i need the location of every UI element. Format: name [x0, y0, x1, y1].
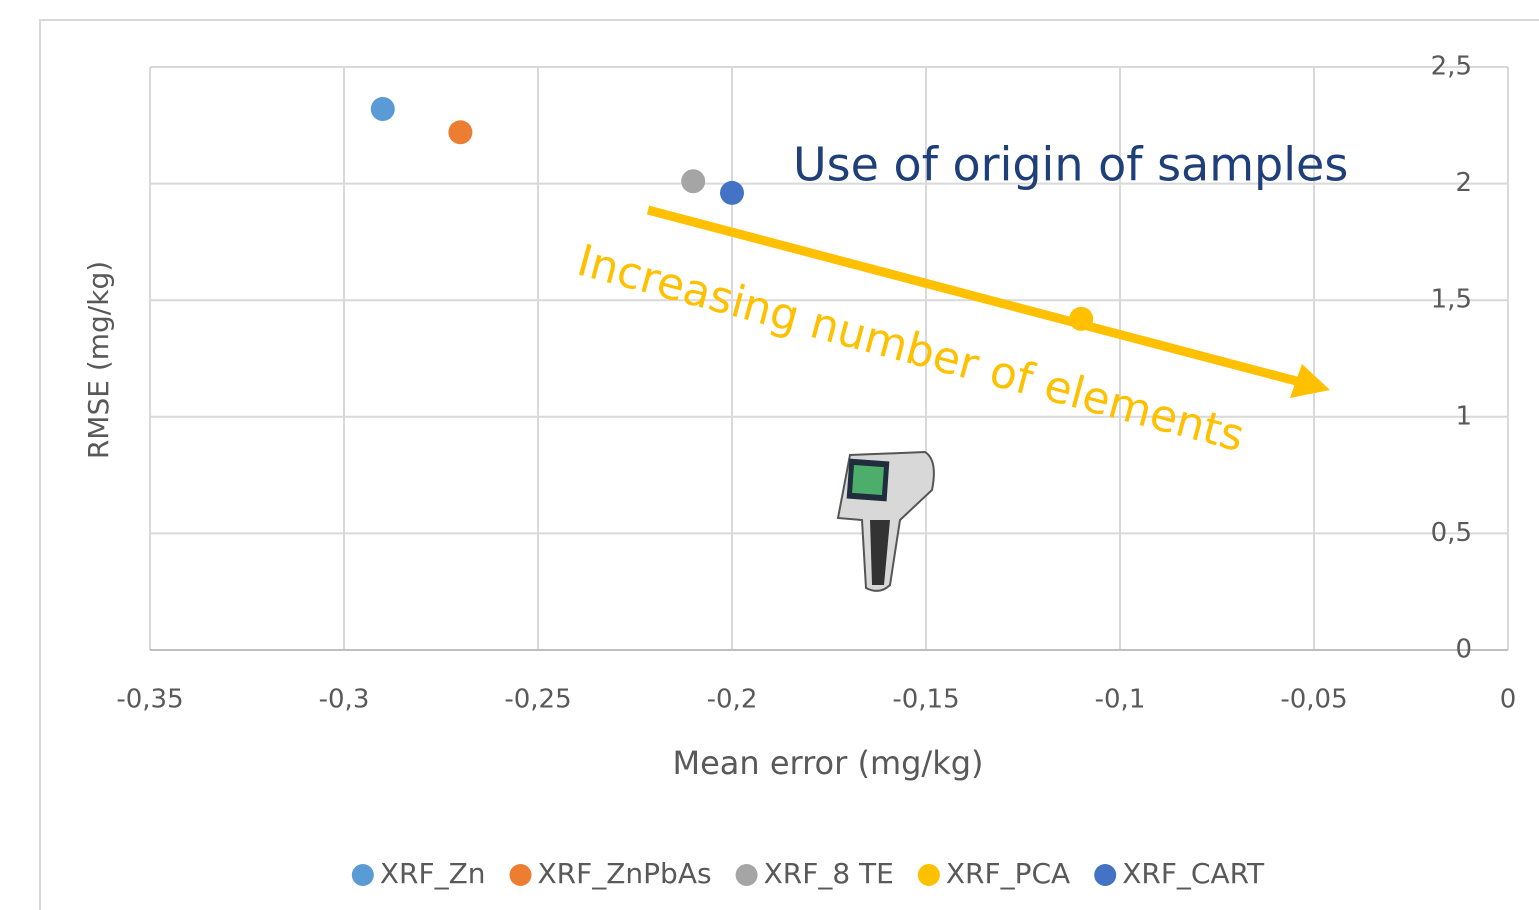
x-tick-label: 0 — [1500, 685, 1517, 715]
legend-label: XRF_PCA — [946, 857, 1070, 890]
legend-marker — [736, 864, 758, 886]
x-axis-title: Mean error (mg/kg) — [672, 744, 983, 782]
legend-marker — [918, 864, 940, 886]
y-tick-label: 0 — [1455, 635, 1472, 665]
legend-marker — [1094, 864, 1116, 886]
y-tick-label: 2 — [1455, 168, 1472, 198]
annotation: Use of origin of samples — [793, 138, 1348, 192]
x-tick-label: -0,35 — [116, 685, 183, 715]
x-tick-label: -0,3 — [319, 685, 370, 715]
x-tick-label: -0,25 — [504, 685, 571, 715]
x-tick-label: -0,1 — [1095, 685, 1146, 715]
legend-label: XRF_ZnPbAs — [538, 857, 712, 890]
legend-marker — [352, 864, 374, 886]
y-tick-label: 1,5 — [1431, 285, 1472, 315]
legend-marker — [510, 864, 532, 886]
chart: Mean error (mg/kg) RMSE (mg/kg) Use of o… — [0, 0, 1539, 910]
point — [681, 169, 705, 193]
legend-label: XRF_Zn — [380, 857, 486, 890]
x-tick-label: -0,15 — [892, 685, 959, 715]
y-axis-title: RMSE (mg/kg) — [82, 261, 115, 459]
point — [448, 120, 472, 144]
y-tick-label: 0,5 — [1431, 518, 1472, 548]
x-tick-label: -0,2 — [707, 685, 758, 715]
y-tick-label: 2,5 — [1431, 52, 1472, 82]
legend-label: XRF_CART — [1122, 857, 1265, 890]
point — [720, 181, 744, 205]
x-tick-label: -0,05 — [1280, 685, 1347, 715]
point — [371, 97, 395, 121]
legend-label: XRF_8 TE — [764, 857, 894, 890]
y-tick-label: 1 — [1455, 401, 1472, 431]
